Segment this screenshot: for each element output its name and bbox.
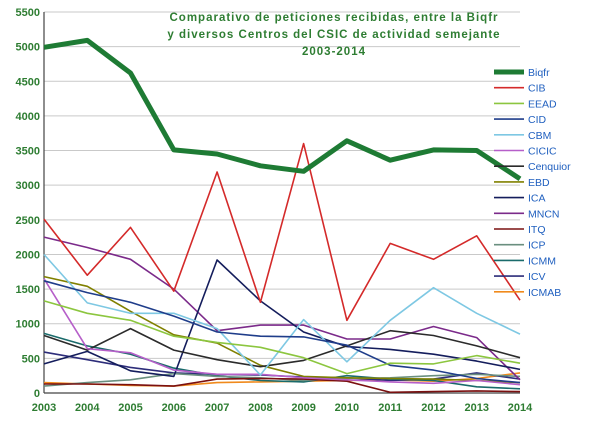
legend-label: ICA <box>528 193 546 205</box>
y-tick-label: 4500 <box>16 76 40 88</box>
legend-label: ICV <box>528 271 546 283</box>
series-line-cid <box>43 280 521 384</box>
x-tick-label: 2009 <box>291 402 315 414</box>
legend-label: ICP <box>528 240 546 252</box>
legend-label: EEAD <box>528 98 557 110</box>
series-line-cbm <box>43 253 521 376</box>
legend-label: ICMAB <box>528 287 561 299</box>
series-line-cib <box>43 142 521 322</box>
x-tick-label: 2006 <box>162 402 186 414</box>
legend-label: CIB <box>528 83 546 95</box>
series-line-eead <box>43 300 521 375</box>
y-tick-label: 1000 <box>16 319 40 331</box>
y-tick-label: 500 <box>22 353 40 365</box>
series-line-cenquior <box>43 327 521 368</box>
chart-title-line-3: 2003-2014 <box>302 46 366 58</box>
y-axis-ticks: 0 500 1000 1500 2000 2500 3000 3500 4000 4500 5000… <box>16 7 40 400</box>
x-tick-label: 2012 <box>421 402 445 414</box>
legend-label: Biqfr <box>528 67 550 79</box>
y-tick-label: 4000 <box>16 111 40 123</box>
series-line-biqfr <box>43 37 522 181</box>
y-tick-label: 5000 <box>16 42 40 54</box>
series-line-ebd <box>43 275 521 384</box>
x-tick-label: 2011 <box>378 402 402 414</box>
series-line-itq <box>44 377 521 394</box>
y-tick-label: 1500 <box>16 284 40 296</box>
legend-label: CID <box>528 114 547 126</box>
x-tick-label: 2013 <box>464 402 488 414</box>
series-line-cicic <box>43 278 521 386</box>
legend-label: Cenquior <box>528 161 571 173</box>
legend-label: ITQ <box>528 224 546 236</box>
x-tick-label: 2010 <box>335 402 359 414</box>
x-axis-ticks: 2003 2004 2005 2006 2007 2008 2009 2010 2011 2012… <box>32 402 533 414</box>
legend-label: CICIC <box>528 146 557 158</box>
chart-title-line-2: y diversos Centros del CSIC de actividad… <box>167 29 500 41</box>
legend: Biqfr CIB EEAD CID CBM CICIC Cenquior EBD ICA MNC… <box>494 67 571 299</box>
y-tick-label: 2500 <box>16 215 40 227</box>
y-tick-label: 0 <box>34 388 40 400</box>
y-tick-label: 3500 <box>16 146 40 158</box>
legend-label: ICMM <box>528 255 556 267</box>
x-tick-label: 2014 <box>508 402 533 414</box>
x-tick-label: 2008 <box>248 402 272 414</box>
grid <box>44 11 520 359</box>
legend-label: CBM <box>528 130 551 142</box>
legend-label: MNCN <box>528 208 560 220</box>
series-line-mncn <box>43 236 521 381</box>
x-tick-label: 2003 <box>32 402 56 414</box>
chart-title: Comparativo de peticiones recibidas, ent… <box>167 12 500 58</box>
series-lines <box>43 37 522 394</box>
x-tick-label: 2004 <box>75 402 100 414</box>
y-tick-label: 5500 <box>16 7 40 19</box>
chart-title-line-1: Comparativo de peticiones recibidas, ent… <box>170 12 499 24</box>
x-tick-label: 2005 <box>118 402 142 414</box>
y-tick-label: 3000 <box>16 180 40 192</box>
series-line-ica <box>43 259 521 378</box>
y-tick-label: 2000 <box>16 249 40 261</box>
axes <box>43 12 520 394</box>
legend-label: EBD <box>528 177 550 189</box>
x-tick-label: 2007 <box>205 402 229 414</box>
